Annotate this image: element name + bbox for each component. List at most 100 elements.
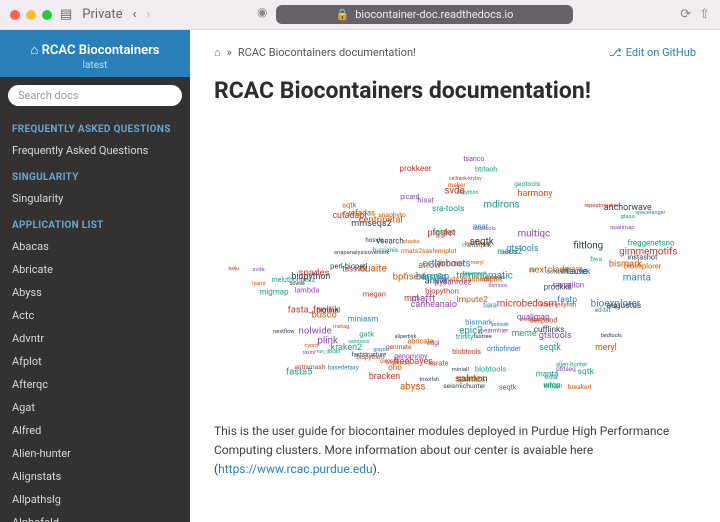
- minimize-dot[interactable]: [26, 10, 36, 20]
- sidebar-item[interactable]: Frequently Asked Questions: [0, 139, 190, 162]
- wordcloud-word: pigglet: [427, 228, 455, 239]
- wordcloud-word: seqtk: [499, 382, 517, 391]
- sidebar-item[interactable]: Allpathslg: [0, 488, 190, 511]
- sidebar-section-heading: APPLICATION LIST: [0, 210, 190, 235]
- shield-icon[interactable]: ◉: [257, 5, 267, 24]
- wordcloud-word: scanpy: [553, 282, 572, 289]
- content-area: ⌂ » RCAC Biocontainers documentation! ⎇ …: [190, 30, 720, 522]
- sidebar-item[interactable]: Singularity: [0, 187, 190, 210]
- page-title: RCAC Biocontainers documentation!: [214, 77, 696, 104]
- wordcloud-word: raxml: [303, 350, 316, 356]
- wordcloud-word: filtlong: [573, 241, 603, 252]
- wordcloud-word: gtaso: [621, 214, 635, 220]
- breadcrumb-left: ⌂ » RCAC Biocontainers documentation!: [214, 46, 416, 59]
- sidebar-item[interactable]: Afterqc: [0, 373, 190, 396]
- wordcloud-word: picard: [400, 193, 419, 201]
- sidebar-item[interactable]: Agat: [0, 396, 190, 419]
- sidebar-header[interactable]: ⌂ RCAC Biocontainers latest: [0, 30, 190, 77]
- wordcloud-word: gatk: [359, 330, 374, 339]
- rcac-link[interactable]: https://www.rcac.purdue.edu: [218, 462, 373, 476]
- wordcloud-word: nolwide: [299, 326, 332, 337]
- wordcloud-word: maker: [448, 181, 466, 189]
- wordcloud-word: spades: [455, 374, 486, 385]
- private-label: Private: [82, 7, 122, 22]
- wordcloud-word: blobtools: [452, 348, 481, 356]
- wordcloud-word: orthofinder: [487, 345, 521, 353]
- wordcloud-word: btrlaoh: [475, 165, 497, 174]
- wordcloud-word: bustools: [475, 226, 496, 232]
- wordcloud-word: alien-hunter: [556, 362, 587, 369]
- wordcloud-word: grayot: [373, 347, 387, 353]
- wordcloud-word: basedetaxy: [328, 365, 359, 372]
- wordcloud-word: manta: [536, 370, 559, 379]
- wordcloud-image: orthofinderarrowmeganr-refadasbwaanchorw…: [214, 118, 696, 408]
- wordcloud-word: gtstools: [539, 331, 572, 341]
- sidebar-item[interactable]: Advntr: [0, 327, 190, 350]
- docs-sidebar: ⌂ RCAC Biocontainers latest Search docs …: [0, 30, 190, 522]
- home-icon[interactable]: ⌂: [214, 46, 221, 59]
- share-icon[interactable]: ⇧: [699, 7, 710, 22]
- wordcloud-word: meryl: [471, 260, 484, 266]
- wordcloud-word: megan: [363, 289, 386, 298]
- wordcloud-word: geotools: [514, 180, 540, 188]
- wordcloud-word: prokkeer: [400, 164, 432, 174]
- sidebar-item[interactable]: Abyss: [0, 281, 190, 304]
- wordcloud-word: miniall: [452, 367, 469, 373]
- wordcloud-word: ed-bit: [595, 306, 611, 314]
- chrome-right-controls: ⟳ ⇧: [680, 7, 710, 22]
- wordcloud-word: meme: [512, 329, 537, 339]
- nav-container: FREQUENTLY ASKED QUESTIONSFrequently Ask…: [0, 114, 190, 522]
- browser-chrome: ▤ Private ‹ › ◉ 🔒 biocontainer-doc.readt…: [0, 0, 720, 30]
- sidebar-item[interactable]: Afplot: [0, 350, 190, 373]
- address-bar[interactable]: 🔒 biocontainer-doc.readthedocs.io: [276, 5, 574, 24]
- edit-github-link[interactable]: ⎇ Edit on GitHub: [609, 46, 696, 59]
- wordcloud-word: gtstools: [506, 244, 538, 254]
- wordcloud-word: meryl: [595, 343, 617, 353]
- wordcloud-word: multiqc: [518, 229, 551, 240]
- reload-icon[interactable]: ⟳: [680, 7, 691, 22]
- wordcloud-word: blobtools: [475, 365, 506, 374]
- wordcloud-word: miniasm: [348, 315, 379, 324]
- sidebar-item[interactable]: Abricate: [0, 258, 190, 281]
- wordcloud-word: cyord: [304, 343, 318, 349]
- wordcloud-word: bracken: [369, 372, 400, 382]
- wordcloud-word: hopython: [457, 190, 478, 196]
- lock-icon: 🔒: [336, 8, 350, 21]
- wordcloud-word: tsanco: [463, 155, 484, 163]
- wordcloud-word: mcl: [404, 294, 419, 304]
- back-icon[interactable]: ‹: [132, 7, 136, 22]
- close-dot[interactable]: [10, 10, 20, 20]
- sidebar-item[interactable]: Abacas: [0, 235, 190, 258]
- wordcloud-word: mdirons: [483, 199, 519, 210]
- wordcloud-word: plink: [317, 336, 338, 347]
- wordcloud-word: aliperbirk: [395, 334, 417, 340]
- search-input[interactable]: Search docs: [8, 85, 182, 106]
- wordcloud-word: sqtk: [342, 200, 356, 209]
- wordcloud-word: himmel: [317, 306, 340, 315]
- sidebar-item[interactable]: Alfred: [0, 419, 190, 442]
- sidebar-item[interactable]: Alignstats: [0, 465, 190, 488]
- forward-icon[interactable]: ›: [146, 7, 150, 22]
- sidebar-item[interactable]: Alphafold: [0, 511, 190, 522]
- wordcloud-word: repeatmasker: [584, 203, 618, 209]
- wordcloud-word: bedtools: [601, 333, 622, 339]
- sidebar-section-heading: FREQUENTLY ASKED QUESTIONS: [0, 114, 190, 139]
- maximize-dot[interactable]: [42, 10, 52, 20]
- wordcloud-word: muscle: [565, 266, 582, 272]
- wordcloud-word: rmats2sashimiplot: [401, 247, 457, 255]
- sidebar-item[interactable]: Actc: [0, 304, 190, 327]
- wordcloud-word: lambda: [294, 285, 319, 294]
- main-area: ⌂ RCAC Biocontainers latest Search docs …: [0, 30, 720, 522]
- wordcloud-word: kaiju: [228, 266, 239, 272]
- wordcloud-word: spaceranger: [635, 210, 665, 216]
- home-icon: ⌂: [31, 43, 39, 58]
- wordcloud-word: run_dbcan: [317, 349, 340, 355]
- wordcloud-word: centripetal: [359, 215, 403, 226]
- url-text: biocontainer-doc.readthedocs.io: [355, 8, 513, 21]
- sidebar-item[interactable]: Alien-hunter: [0, 442, 190, 465]
- wordcloud-word: seqtk: [539, 343, 560, 353]
- wordcloud-word: perl-bioperl: [330, 261, 367, 270]
- sidebar-section-heading: SINGULARITY: [0, 162, 190, 187]
- wordcloud-word: lyami: [252, 281, 265, 287]
- sidebar-toggle-icon[interactable]: ▤: [60, 7, 72, 22]
